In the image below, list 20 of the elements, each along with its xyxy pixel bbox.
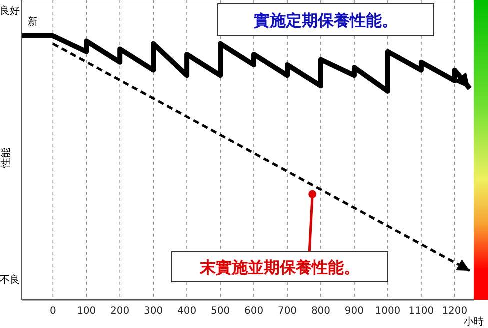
x-tick-label: 0 [50, 306, 56, 317]
x-tick-label: 400 [178, 306, 197, 317]
text: 末實施並期保養性能。 [199, 258, 360, 277]
x-tick-label: 800 [311, 306, 331, 317]
text: 良好 [0, 5, 20, 17]
x-tick-label: 1100 [408, 306, 434, 317]
x-tick-label: 1200 [442, 306, 468, 317]
x-tick-label: 1000 [375, 306, 401, 317]
x-tick-label: 300 [144, 306, 164, 317]
y-axis-title: 性能 [0, 148, 12, 169]
x-tick-label: 700 [278, 306, 298, 317]
text: 新 [28, 16, 38, 28]
series-label: 實施定期保養性能。 [254, 11, 398, 30]
x-tick-label: 100 [77, 306, 96, 317]
x-axis-title: 小時 [464, 316, 484, 328]
x-tick-label: 200 [110, 306, 130, 317]
x-tick-label: 500 [211, 306, 230, 317]
x-tick-label: 600 [244, 306, 264, 317]
text: 不良 [0, 274, 20, 286]
x-tick-label: 900 [344, 306, 364, 317]
